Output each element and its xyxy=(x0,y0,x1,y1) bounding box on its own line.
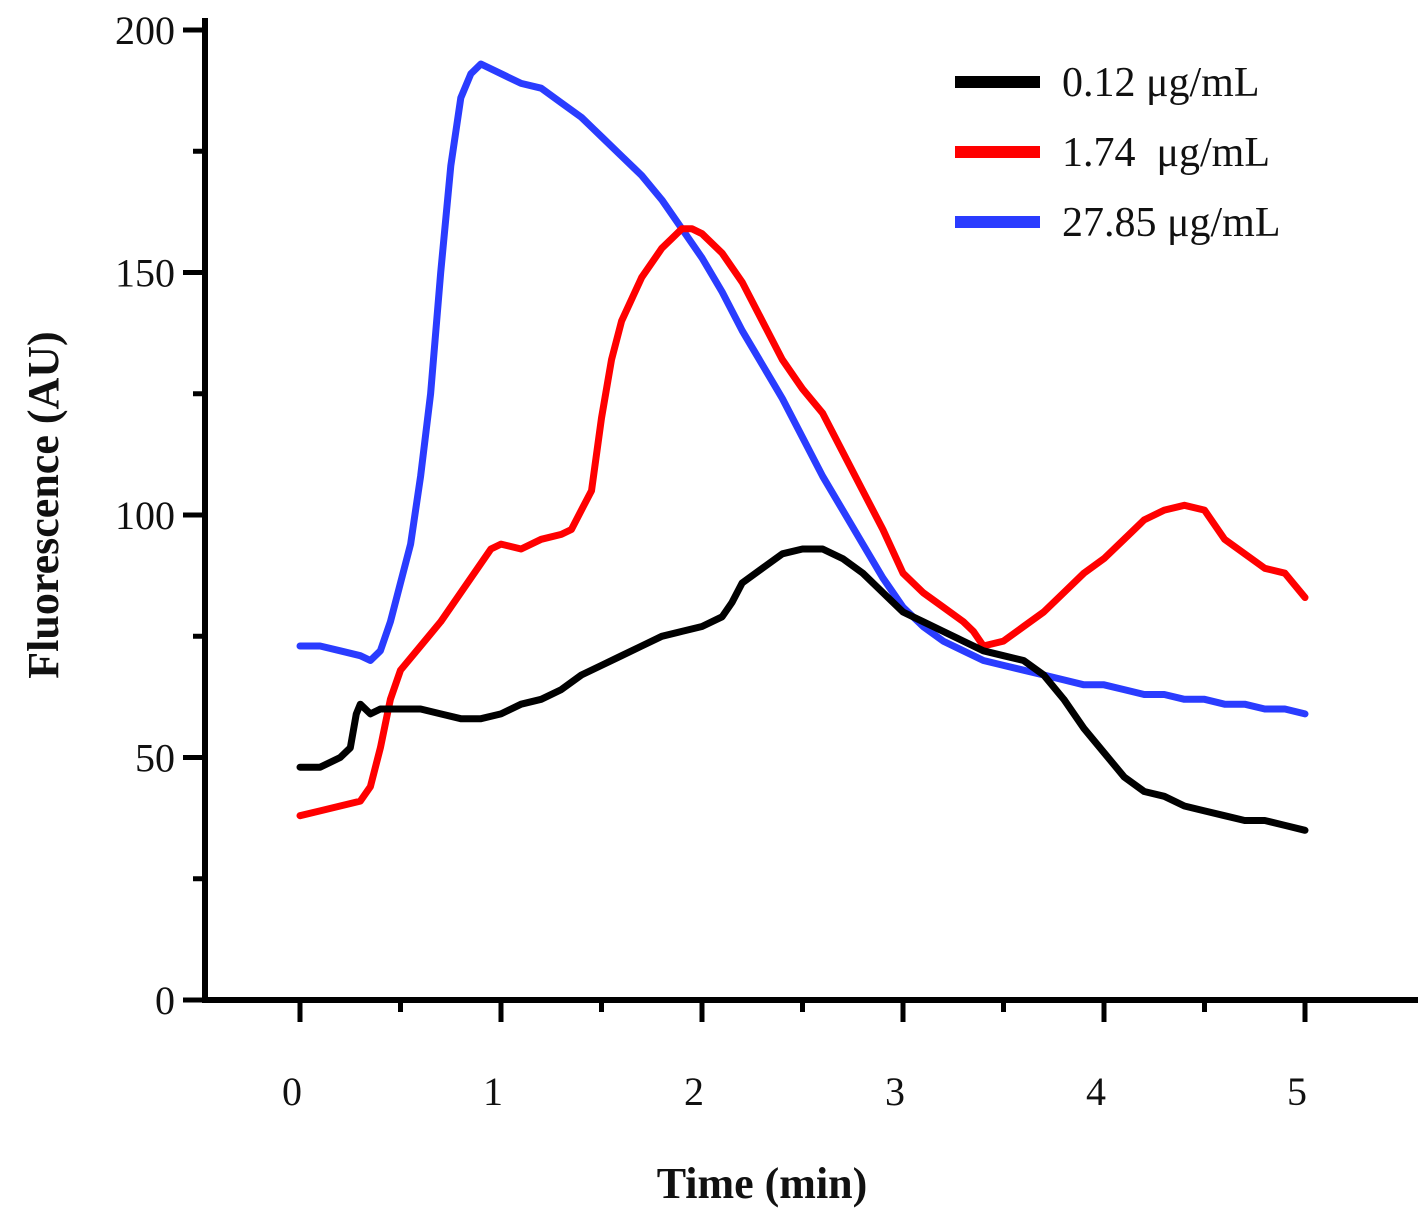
x-tick-label-5: 5 xyxy=(1287,1069,1307,1114)
y-axis-title: Fluorescence (AU) xyxy=(19,331,68,678)
x-tick-label-0: 0 xyxy=(282,1069,302,1114)
axes-layer xyxy=(202,18,1418,1003)
y-tick-label-4: 200 xyxy=(115,8,175,53)
series-layer xyxy=(296,60,1309,834)
series-line-2 xyxy=(296,60,1309,718)
legend: 0.12 μg/mL 1.74 μg/mL 27.85 μg/mL xyxy=(955,60,1281,246)
y-tick-label-3: 150 xyxy=(115,251,175,296)
series-line-1 xyxy=(296,225,1309,820)
x-tick-label-4: 4 xyxy=(1086,1069,1106,1114)
y-tick-label-1: 50 xyxy=(135,736,175,781)
ticks-layer: 0 50 100 150 200 0 1 2 3 4 5 xyxy=(115,8,1308,1114)
x-tick-label-3: 3 xyxy=(885,1069,905,1114)
x-tick-label-1: 1 xyxy=(483,1069,503,1114)
x-axis-title: Time (min) xyxy=(657,1159,868,1208)
y-tick-label-2: 100 xyxy=(115,493,175,538)
legend-label-1: 1.74 μg/mL xyxy=(1062,130,1270,176)
legend-label-2: 27.85 μg/mL xyxy=(1062,200,1281,246)
y-tick-label-0: 0 xyxy=(155,978,175,1023)
x-tick-label-2: 2 xyxy=(684,1069,704,1114)
legend-label-0: 0.12 μg/mL xyxy=(1062,60,1260,106)
series-line-0 xyxy=(296,545,1309,834)
